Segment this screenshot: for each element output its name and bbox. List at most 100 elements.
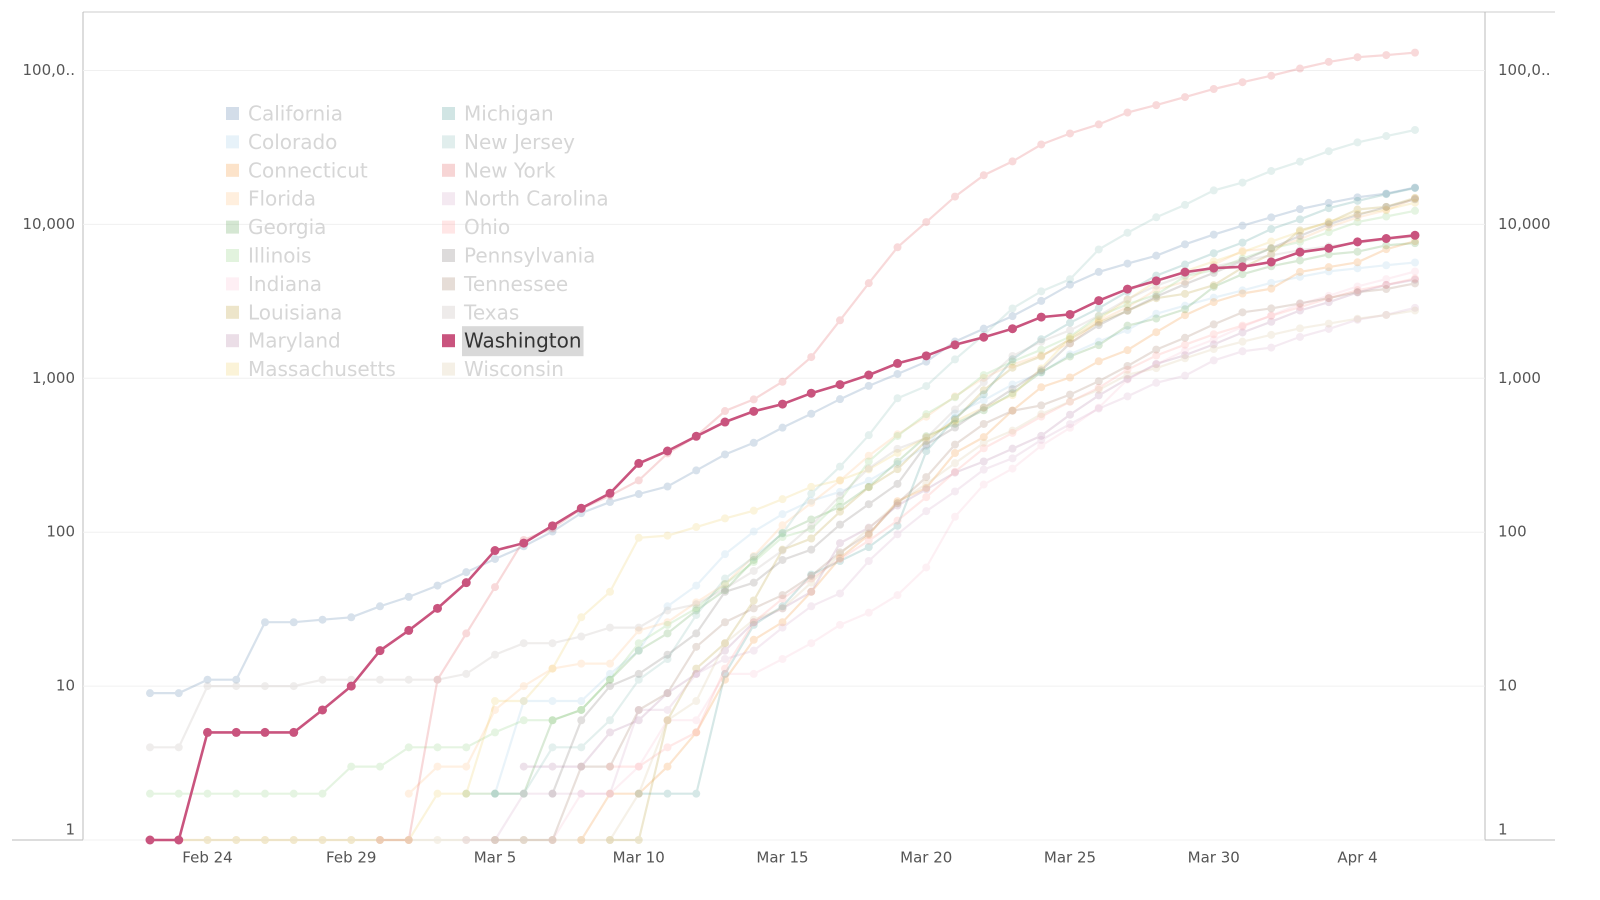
data-point: [346, 681, 356, 691]
data-point: [951, 393, 959, 402]
data-point: [548, 716, 557, 725]
data-point: [749, 506, 758, 515]
data-point: [1353, 288, 1362, 297]
legend-item[interactable]: Louisiana: [226, 300, 342, 324]
data-point: [1411, 195, 1419, 204]
data-point: [548, 836, 557, 844]
data-point: [548, 639, 557, 648]
data-point: [1382, 190, 1391, 199]
data-point: [1037, 345, 1046, 354]
series-line: [150, 201, 1416, 842]
data-point: [174, 835, 184, 845]
legend-item[interactable]: Tennessee: [442, 272, 568, 296]
data-point: [951, 449, 959, 458]
legend-swatch: [442, 135, 455, 149]
data-point: [519, 697, 528, 706]
data-point: [807, 574, 816, 583]
data-point: [232, 675, 241, 684]
data-point: [1353, 286, 1362, 295]
legend-item[interactable]: Colorado: [226, 130, 337, 154]
data-point: [519, 789, 528, 798]
legend-item[interactable]: Florida: [226, 187, 316, 211]
data-point: [778, 604, 787, 613]
data-point: [347, 762, 356, 771]
data-point: [864, 381, 873, 390]
data-point: [491, 728, 499, 737]
legend-item[interactable]: Michigan: [442, 102, 554, 126]
legend-item[interactable]: Georgia: [226, 215, 326, 239]
series: [491, 258, 1419, 798]
data-point: [663, 629, 672, 638]
legend-item[interactable]: Indiana: [226, 272, 322, 296]
legend-item[interactable]: New Jersey: [442, 130, 575, 154]
legend-item[interactable]: Washington: [442, 326, 584, 357]
legend-item[interactable]: Massachusetts: [226, 357, 396, 381]
data-point: [1209, 230, 1218, 239]
data-point: [721, 675, 729, 684]
data-point: [1094, 341, 1103, 350]
data-point: [836, 520, 844, 529]
data-point: [577, 716, 586, 725]
data-point: [1267, 244, 1276, 253]
data-point: [1066, 420, 1074, 429]
legend-item[interactable]: Texas: [442, 300, 519, 324]
data-point: [491, 583, 499, 592]
data-point: [1267, 244, 1276, 253]
legend-item[interactable]: North Carolina: [442, 187, 609, 211]
legend-label: Michigan: [464, 102, 554, 126]
y2-tick-label: 1: [1498, 821, 1508, 839]
data-point: [491, 836, 499, 844]
data-point: [203, 682, 212, 691]
legend-item[interactable]: Maryland: [226, 329, 341, 353]
data-point: [519, 789, 528, 798]
legend-item[interactable]: Connecticut: [226, 158, 368, 182]
legend-label: California: [248, 102, 343, 126]
data-point: [1152, 328, 1161, 337]
legend-item[interactable]: Illinois: [226, 244, 311, 268]
legend-highlight: [462, 326, 584, 357]
legend-item[interactable]: New York: [442, 158, 556, 182]
series-line: [523, 278, 1416, 768]
data-point: [864, 523, 873, 532]
data-point: [1238, 262, 1247, 272]
data-point: [749, 395, 758, 404]
data-point: [1094, 357, 1103, 366]
data-point: [663, 606, 672, 615]
data-point: [1324, 291, 1333, 300]
data-point: [692, 664, 701, 673]
data-point: [663, 716, 672, 725]
data-point: [433, 836, 442, 844]
data-point: [1296, 205, 1304, 214]
series-line: [495, 128, 1416, 795]
data-point: [836, 395, 844, 404]
data-point: [577, 613, 586, 622]
data-point: [922, 412, 931, 421]
x-tick-label: Mar 20: [900, 849, 952, 867]
series: [404, 194, 1419, 798]
data-point: [922, 493, 931, 502]
data-point: [1123, 321, 1132, 330]
data-point: [1181, 240, 1189, 249]
data-point: [663, 789, 672, 798]
data-point: [922, 563, 931, 572]
data-point: [1037, 410, 1046, 419]
data-point: [318, 615, 327, 624]
data-point: [836, 507, 844, 516]
data-point: [606, 682, 614, 691]
data-point: [577, 743, 586, 752]
data-point: [979, 324, 988, 333]
data-point: [289, 727, 299, 737]
data-point: [1353, 315, 1362, 324]
data-point: [1037, 364, 1046, 373]
data-point: [1008, 444, 1017, 453]
legend-item[interactable]: Pennsylvania: [442, 244, 595, 268]
series-line: [638, 187, 1416, 795]
data-point: [519, 697, 528, 706]
legend-item[interactable]: Wisconsin: [442, 357, 564, 381]
legend-swatch: [442, 305, 455, 319]
data-point: [721, 550, 729, 559]
data-point: [576, 503, 586, 513]
data-point: [1181, 280, 1189, 289]
legend-item[interactable]: California: [226, 102, 343, 126]
legend-item[interactable]: Ohio: [442, 215, 510, 239]
